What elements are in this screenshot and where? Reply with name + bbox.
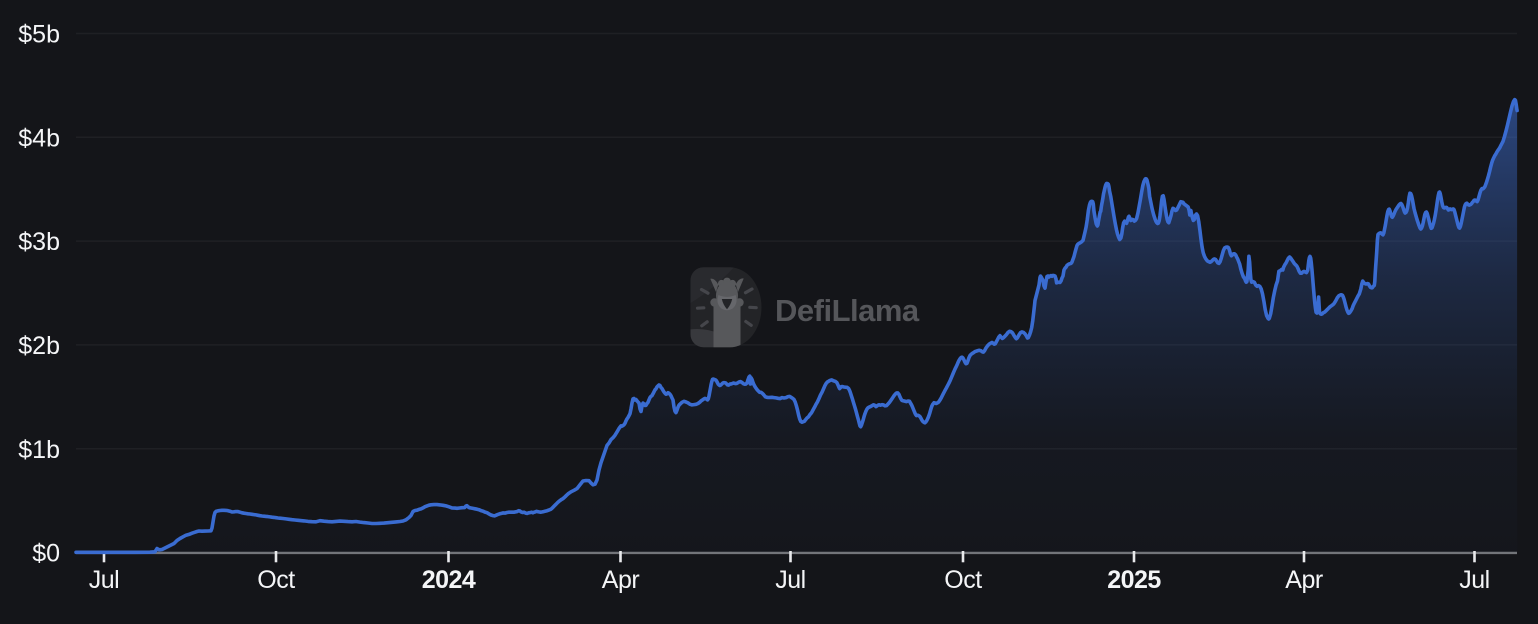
svg-text:DefiLlama: DefiLlama	[775, 293, 920, 328]
svg-text:Apr: Apr	[602, 566, 640, 594]
svg-text:$2b: $2b	[18, 332, 60, 360]
svg-text:$0: $0	[32, 540, 60, 568]
svg-text:$3b: $3b	[18, 228, 60, 256]
svg-text:Oct: Oct	[257, 566, 295, 594]
svg-text:$1b: $1b	[18, 436, 60, 464]
svg-text:2024: 2024	[422, 566, 476, 594]
svg-text:$5b: $5b	[18, 21, 60, 49]
svg-text:Jul: Jul	[775, 566, 805, 594]
svg-text:2025: 2025	[1107, 566, 1161, 594]
svg-text:Apr: Apr	[1285, 566, 1323, 594]
svg-text:Oct: Oct	[944, 566, 982, 594]
svg-text:Jul: Jul	[89, 566, 119, 594]
svg-text:Jul: Jul	[1459, 566, 1489, 594]
svg-text:$4b: $4b	[18, 124, 60, 152]
